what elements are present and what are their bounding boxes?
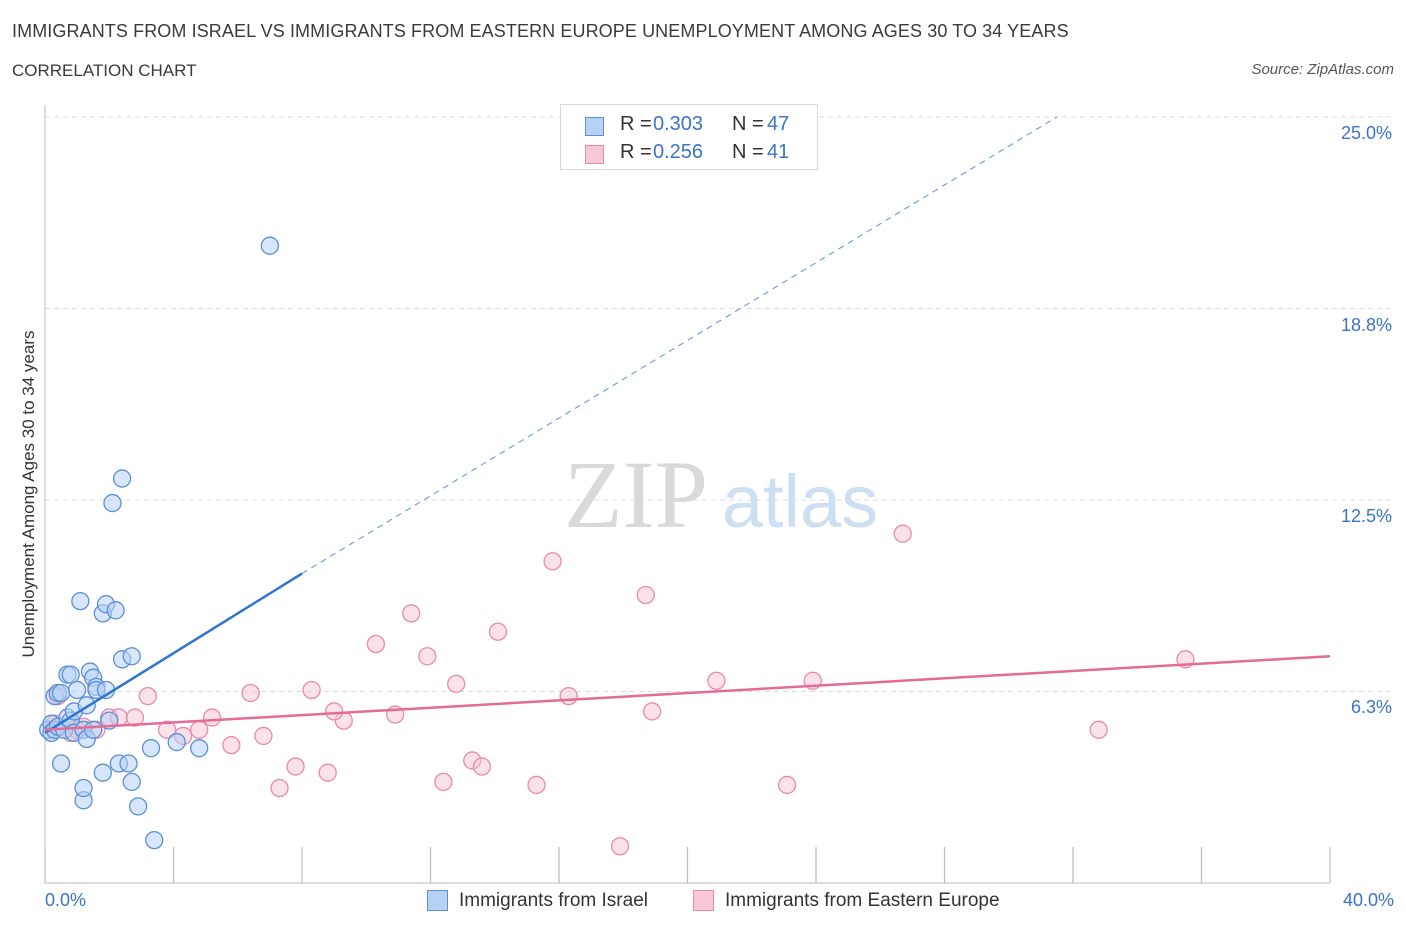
israel-point	[71, 591, 90, 611]
eastern-europe-point	[366, 634, 386, 654]
israel-trend-line	[44, 572, 303, 734]
r-value: 0.256	[653, 141, 704, 163]
x-tick-label-max: 40.0%	[1342, 890, 1394, 910]
israel-legend-swatch	[427, 890, 448, 911]
chart-subtitle: CORRELATION CHART	[12, 61, 197, 80]
eastern-europe-point	[318, 763, 337, 782]
eastern-europe-point	[222, 735, 241, 755]
x-tick-label-min: 0.0%	[45, 890, 87, 910]
eastern-europe-point	[202, 708, 222, 727]
israel-point	[145, 830, 164, 850]
eastern-europe-point	[190, 720, 209, 739]
source-credit: Source: ZipAtlas.com	[1251, 61, 1394, 78]
israel-point	[93, 763, 112, 782]
trend-lines	[44, 116, 1331, 734]
israel-point	[122, 772, 141, 792]
eastern-europe-point	[447, 674, 466, 693]
eastern-europe-legend-swatch	[693, 890, 714, 911]
watermark-atlas: atlas	[722, 460, 878, 543]
israel-point	[84, 720, 103, 739]
watermark: ZIP atlas	[564, 441, 878, 548]
eastern-europe-point	[324, 702, 344, 721]
eastern-europe-point	[286, 757, 305, 776]
eastern-europe-point	[434, 772, 453, 792]
israel-point	[260, 236, 280, 255]
eastern-europe-point	[402, 604, 421, 623]
israel-point	[103, 493, 122, 513]
n-label: N =	[732, 113, 764, 135]
israel-point	[129, 797, 148, 816]
israel-point	[61, 665, 80, 684]
eastern-europe-points	[45, 524, 1195, 856]
eastern-europe-point	[559, 686, 578, 706]
gridlines	[45, 116, 1392, 692]
eastern-europe-point	[270, 778, 289, 798]
r-value: 0.303	[653, 113, 704, 135]
n-value: 41	[767, 141, 790, 163]
israel-swatch	[585, 117, 604, 136]
israel-point	[167, 732, 186, 752]
israel-point	[190, 739, 209, 758]
israel-point	[74, 778, 93, 798]
eastern-europe-point	[643, 702, 662, 721]
israel-point	[112, 469, 132, 488]
israel-point	[67, 680, 87, 700]
eastern-europe-point	[707, 671, 726, 690]
eastern-europe-point	[893, 524, 912, 543]
axes	[44, 105, 1331, 884]
eastern-europe-point	[125, 708, 145, 727]
eastern-europe-point	[636, 585, 655, 605]
legend-label-israel: Immigrants from Israel	[459, 890, 648, 911]
chart-title: IMMIGRANTS FROM ISRAEL VS IMMIGRANTS FRO…	[12, 21, 1069, 41]
eastern-europe-point	[1089, 720, 1108, 739]
israel-point	[51, 754, 71, 773]
eastern-europe-point	[418, 647, 437, 666]
r-label: R =	[620, 113, 652, 135]
eastern-europe-point	[543, 552, 562, 571]
y-tick-label: 6.3%	[1350, 697, 1392, 717]
y-tick-label: 18.8%	[1340, 315, 1392, 335]
eastern-europe-point	[610, 837, 630, 856]
eastern-europe-trend-line	[44, 655, 1331, 732]
stats-box: R = 0.303 N = 47 R = 0.256 N = 41	[560, 104, 818, 170]
y-tick-label: 12.5%	[1340, 506, 1392, 526]
legend-label-eastern-europe: Immigrants from Eastern Europe	[725, 890, 1000, 911]
eastern-europe-point	[488, 622, 508, 641]
n-value: 47	[767, 113, 790, 135]
eastern-europe-point	[138, 686, 157, 706]
eastern-europe-point	[302, 680, 321, 700]
y-tick-label: 25.0%	[1340, 123, 1392, 143]
israel-points	[39, 236, 280, 850]
watermark-zip: ZIP	[564, 441, 708, 548]
eastern-europe-point	[254, 726, 273, 746]
n-label: N =	[732, 141, 764, 163]
r-label: R =	[620, 141, 652, 163]
eastern-europe-point	[777, 775, 797, 795]
israel-point	[51, 683, 71, 703]
eastern-europe-swatch	[585, 145, 604, 164]
israel-point	[106, 601, 125, 620]
israel-point	[141, 739, 161, 758]
eastern-europe-point	[472, 757, 492, 776]
israel-point	[122, 647, 141, 666]
eastern-europe-point	[157, 720, 177, 739]
eastern-europe-point	[241, 683, 260, 703]
eastern-europe-point	[527, 775, 546, 795]
israel-point	[119, 754, 138, 773]
israel-trend-extension	[301, 116, 1058, 574]
